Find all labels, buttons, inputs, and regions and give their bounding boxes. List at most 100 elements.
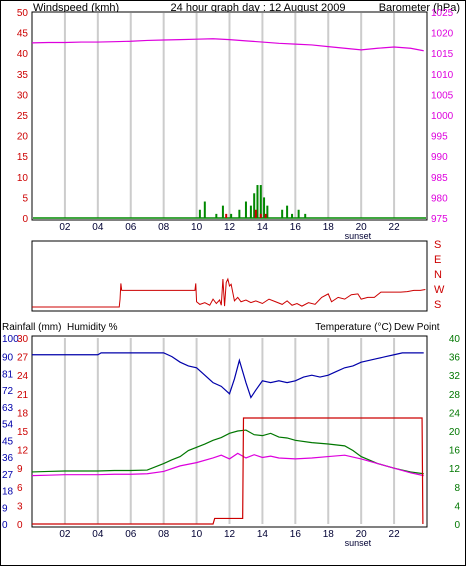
hour-tick-label: 10 <box>191 529 203 540</box>
humidity-axis-label: Humidity % <box>67 322 118 333</box>
humidity-tick-label: 45 <box>2 436 14 447</box>
rainfall-scale-tick-label: 21 <box>17 390 29 401</box>
temperature-tick-label: 28 <box>449 390 461 401</box>
humidity-tick-label: 9 <box>2 503 8 514</box>
temperature-tick-label: 20 <box>449 427 461 438</box>
rainfall-scale-tick-label: 3 <box>17 501 23 512</box>
hour-tick-label: 06 <box>125 529 137 540</box>
series-layer <box>31 38 426 525</box>
temperature-tick-label: 0 <box>454 520 460 531</box>
temperature-axis-label: Temperature (°C) <box>315 322 392 333</box>
windspeed-tick-label: 5 <box>22 193 28 204</box>
tick-labels: 0510152025303540455097598098599099510001… <box>2 8 460 548</box>
barometer-tick-label: 980 <box>431 193 448 204</box>
hour-tick-label: 16 <box>290 222 302 233</box>
humidity-tick-label: 0 <box>2 520 8 531</box>
wind-direction-panel-box <box>31 240 428 312</box>
humidity-tick-label: 63 <box>2 403 14 414</box>
temperature-tick-label: 32 <box>449 371 461 382</box>
rainfall-scale-tick-label: 18 <box>17 408 29 419</box>
humidity-tick-label: 81 <box>2 369 14 380</box>
direction-label: S <box>434 239 441 251</box>
hour-tick-label: 14 <box>257 529 269 540</box>
rainfall-scale-tick-label: 15 <box>17 427 29 438</box>
humidity-tick-label: 27 <box>2 470 14 481</box>
hour-tick-label: 10 <box>191 222 203 233</box>
barometer-tick-label: 1005 <box>431 90 454 101</box>
windspeed-tick-label: 10 <box>17 173 29 184</box>
windspeed-tick-label: 0 <box>22 214 28 225</box>
hour-tick-label: 22 <box>389 222 401 233</box>
rainfall-scale-tick-label: 24 <box>17 371 29 382</box>
rainfall-axis-label: Rainfall (mm) <box>2 322 61 333</box>
hour-tick-label: 02 <box>59 222 71 233</box>
dew-point-line <box>31 452 424 477</box>
direction-label: S <box>434 299 441 311</box>
humidity-tick-label: 36 <box>2 453 14 464</box>
direction-label: W <box>434 284 445 296</box>
barometer-tick-label: 990 <box>431 152 448 163</box>
humidity-tick-label: 54 <box>2 420 14 431</box>
humidity-tick-label: 100 <box>2 334 19 345</box>
chart-title: 24 hour graph day : 12 August 2009 <box>171 2 346 14</box>
bottom-panel-grid <box>63 338 396 524</box>
temperature-tick-label: 16 <box>449 446 461 457</box>
hour-tick-label: 04 <box>92 529 104 540</box>
humidity-tick-label: 18 <box>2 487 14 498</box>
windspeed-tick-label: 35 <box>17 70 29 81</box>
humidity-line <box>32 352 424 399</box>
windspeed-tick-label: 50 <box>17 8 29 19</box>
hour-tick-label: 12 <box>224 529 236 540</box>
hour-tick-label: 22 <box>389 529 401 540</box>
barometer-tick-label: 985 <box>431 173 448 184</box>
sunset-label: sunset <box>345 538 372 548</box>
hour-tick-label: 12 <box>224 222 236 233</box>
temperature-tick-label: 24 <box>449 408 461 419</box>
hour-tick-label: 18 <box>323 222 335 233</box>
hour-tick-label: 18 <box>323 529 335 540</box>
barometer-tick-label: 1025 <box>431 8 454 19</box>
windspeed-tick-label: 45 <box>17 29 29 40</box>
hour-tick-label: 16 <box>290 529 302 540</box>
humidity-tick-label: 90 <box>2 353 14 364</box>
hour-tick-label: 20 <box>356 222 368 233</box>
dewpoint-axis-label: Dew Point <box>394 322 440 333</box>
temperature-tick-label: 12 <box>449 464 461 475</box>
hour-tick-label: 20 <box>356 529 368 540</box>
direction-label: N <box>434 269 442 281</box>
hour-tick-label: 14 <box>257 222 269 233</box>
hour-tick-label: 08 <box>158 222 170 233</box>
wind-direction-line <box>32 277 426 308</box>
hour-tick-label: 02 <box>59 529 71 540</box>
sunset-label: sunset <box>345 231 372 241</box>
windspeed-tick-label: 30 <box>17 90 29 101</box>
hour-tick-label: 06 <box>125 222 137 233</box>
temperature-tick-label: 36 <box>449 353 461 364</box>
rainfall-scale-tick-label: 12 <box>17 446 29 457</box>
windspeed-tick-label: 25 <box>17 111 29 122</box>
direction-label: E <box>434 254 441 266</box>
rainfall-scale-tick-label: 9 <box>17 464 23 475</box>
humidity-tick-label: 72 <box>2 386 14 397</box>
temperature-tick-label: 40 <box>449 334 461 345</box>
temperature-tick-label: 8 <box>454 483 460 494</box>
barometer-axis-label: Barometer (hPa) <box>379 2 460 14</box>
rainfall-scale-tick-label: 6 <box>17 483 23 494</box>
barometer-tick-label: 975 <box>431 214 448 225</box>
rainfall-line <box>32 417 424 525</box>
barometer-line <box>31 38 424 52</box>
barometer-tick-label: 995 <box>431 132 448 143</box>
barometer-tick-label: 1000 <box>431 111 454 122</box>
temperature-tick-label: 4 <box>454 501 460 512</box>
windspeed-tick-label: 20 <box>17 132 29 143</box>
barometer-tick-label: 1010 <box>431 70 454 81</box>
rainfall-scale-tick-label: 27 <box>17 353 29 364</box>
hour-tick-label: 04 <box>92 222 104 233</box>
rainfall-scale-tick-label: 0 <box>17 520 23 531</box>
windspeed-tick-label: 40 <box>17 49 29 60</box>
hour-tick-label: 08 <box>158 529 170 540</box>
barometer-tick-label: 1015 <box>431 49 454 60</box>
rainfall-scale-tick-label: 30 <box>17 334 29 345</box>
